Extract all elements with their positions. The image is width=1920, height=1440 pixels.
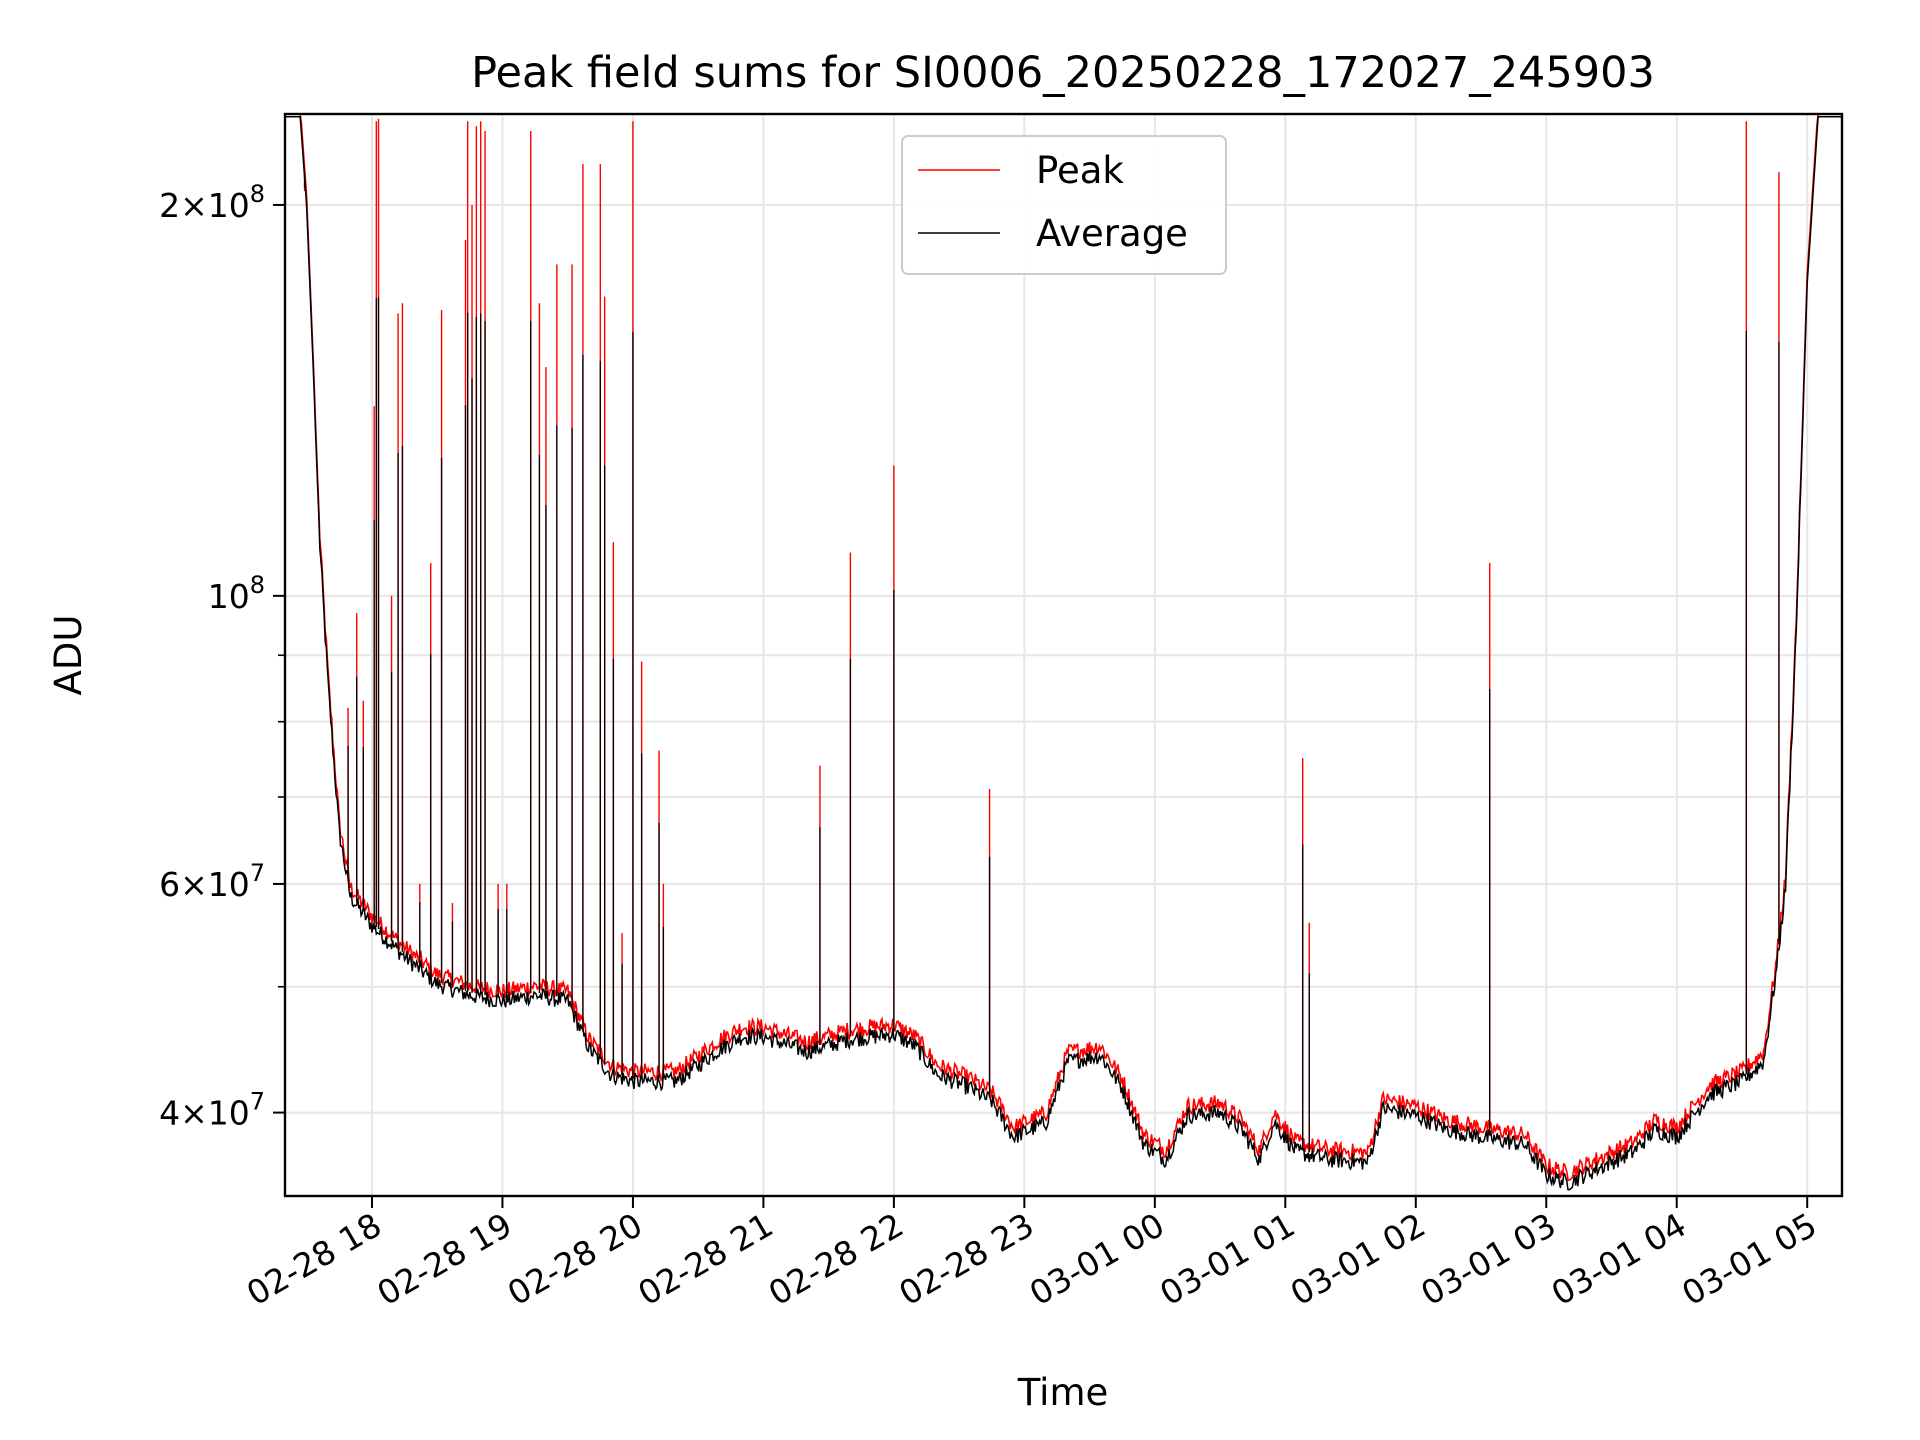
y-tick-label: 6×107 [159,859,265,904]
legend: Peak Average [901,135,1227,275]
y-tick-label: 4×107 [159,1088,265,1133]
series-layer [285,114,1842,1191]
y-axis-label: ADU [47,615,90,696]
legend-label-average: Average [1036,212,1188,255]
y-tick-label: 2×108 [159,180,265,225]
series-line-average [285,116,1842,1191]
x-axis-label: Time [1017,1371,1109,1414]
legend-label-peak: Peak [1036,149,1124,192]
y-tick-label: 108 [208,571,265,616]
chart-title: Peak field sums for SI0006_20250228_1720… [471,48,1655,98]
